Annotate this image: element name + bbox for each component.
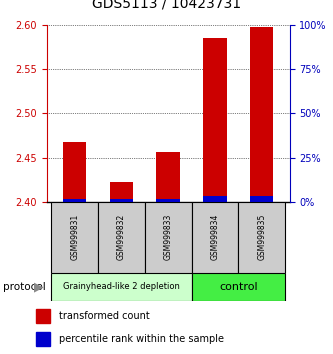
Bar — [203, 196, 226, 202]
Bar — [157, 152, 180, 202]
Text: percentile rank within the sample: percentile rank within the sample — [59, 334, 224, 344]
Bar — [51, 273, 191, 301]
Text: Grainyhead-like 2 depletion: Grainyhead-like 2 depletion — [63, 282, 180, 291]
Bar — [191, 273, 285, 301]
Bar — [110, 199, 133, 202]
Text: transformed count: transformed count — [59, 311, 150, 321]
Text: control: control — [219, 282, 258, 292]
Bar — [63, 199, 86, 202]
Bar — [36, 309, 50, 323]
Bar — [250, 27, 273, 202]
Bar — [191, 202, 238, 273]
Bar — [98, 202, 145, 273]
Bar — [203, 38, 226, 202]
Text: GSM999831: GSM999831 — [70, 214, 79, 260]
Bar — [157, 199, 180, 202]
Text: GSM999834: GSM999834 — [210, 214, 219, 261]
Text: protocol: protocol — [3, 282, 46, 292]
Bar — [63, 142, 86, 202]
Bar — [238, 202, 285, 273]
Text: GSM999833: GSM999833 — [164, 214, 173, 261]
Text: GSM999832: GSM999832 — [117, 214, 126, 260]
Text: ▶: ▶ — [34, 280, 43, 293]
Bar — [250, 196, 273, 202]
Text: GDS5113 / 10423731: GDS5113 / 10423731 — [92, 0, 241, 11]
Bar — [110, 182, 133, 202]
Bar — [145, 202, 191, 273]
Bar — [51, 202, 98, 273]
Bar — [36, 332, 50, 346]
Text: GSM999835: GSM999835 — [257, 214, 266, 261]
